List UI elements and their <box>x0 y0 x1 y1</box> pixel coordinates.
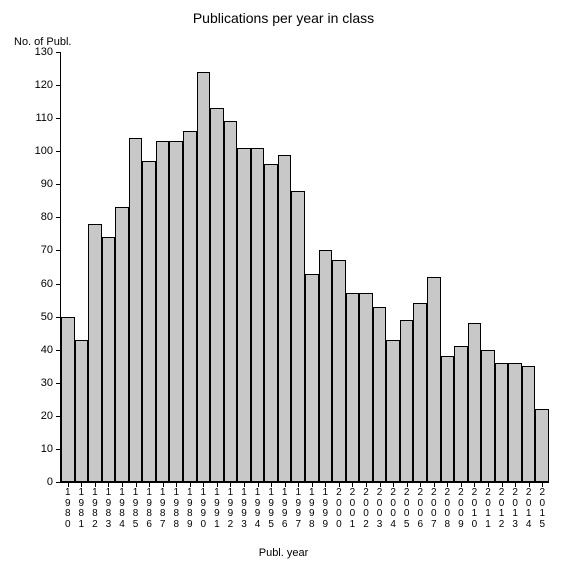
bar <box>183 131 197 482</box>
bar <box>386 340 400 482</box>
y-tick-label: 50 <box>41 311 53 323</box>
y-tick-label: 40 <box>41 344 53 356</box>
x-tick-label: 2 0 1 3 <box>510 488 520 530</box>
bar <box>224 121 238 482</box>
y-tick <box>56 52 61 53</box>
bar <box>441 356 455 482</box>
x-tick-label: 1 9 9 5 <box>266 488 276 530</box>
bar <box>346 293 360 482</box>
x-tick-label: 2 0 0 3 <box>375 488 385 530</box>
y-tick-label: 120 <box>35 79 53 91</box>
bar <box>291 191 305 482</box>
x-tick-label: 1 9 8 3 <box>103 488 113 530</box>
bar <box>359 293 373 482</box>
y-tick-label: 30 <box>41 377 53 389</box>
x-tick-label: 2 0 1 2 <box>497 488 507 530</box>
bar <box>251 148 265 482</box>
x-tick-label: 1 9 8 4 <box>117 488 127 530</box>
bar <box>400 320 414 482</box>
y-tick <box>56 118 61 119</box>
x-tick-label: 1 9 8 1 <box>76 488 86 530</box>
chart-container: Publications per year in class No. of Pu… <box>0 0 567 567</box>
x-tick-label: 1 9 9 8 <box>307 488 317 530</box>
bar <box>454 346 468 482</box>
y-tick <box>56 284 61 285</box>
x-tick-label: 2 0 1 4 <box>524 488 534 530</box>
y-tick <box>56 482 61 483</box>
bar <box>427 277 441 482</box>
x-tick-label: 2 0 0 0 <box>334 488 344 530</box>
bar <box>535 409 549 482</box>
y-tick <box>56 151 61 152</box>
bar <box>319 250 333 482</box>
x-tick-label: 1 9 8 6 <box>144 488 154 530</box>
x-tick-label: 2 0 0 1 <box>347 488 357 530</box>
x-tick-label: 1 9 9 0 <box>198 488 208 530</box>
x-tick-label: 2 0 0 7 <box>429 488 439 530</box>
bar <box>264 164 278 482</box>
x-tick-label: 1 9 8 5 <box>131 488 141 530</box>
x-tick-label: 1 9 8 7 <box>158 488 168 530</box>
bar <box>210 108 224 482</box>
y-tick-label: 70 <box>41 244 53 256</box>
x-tick-label: 1 9 8 8 <box>171 488 181 530</box>
y-tick <box>56 85 61 86</box>
x-tick-label: 1 9 9 7 <box>293 488 303 530</box>
bar <box>142 161 156 482</box>
y-tick-label: 60 <box>41 278 53 290</box>
bar <box>508 363 522 482</box>
x-tick-label: 1 9 9 1 <box>212 488 222 530</box>
x-tick-label: 2 0 1 5 <box>537 488 547 530</box>
y-tick-label: 130 <box>35 46 53 58</box>
bar <box>237 148 251 482</box>
x-tick-label: 1 9 9 9 <box>320 488 330 530</box>
bar <box>522 366 536 482</box>
bar <box>413 303 427 482</box>
x-tick-label: 1 9 9 6 <box>280 488 290 530</box>
plot-area: 01020304050607080901001101201301 9 8 01 … <box>60 52 549 483</box>
y-tick <box>56 184 61 185</box>
x-tick-label: 2 0 0 5 <box>402 488 412 530</box>
bar <box>197 72 211 482</box>
x-tick-label: 2 0 0 9 <box>456 488 466 530</box>
x-tick-label: 2 0 0 2 <box>361 488 371 530</box>
x-tick-label: 1 9 9 2 <box>225 488 235 530</box>
bar <box>156 141 170 482</box>
y-tick <box>56 217 61 218</box>
x-tick-label: 1 9 8 9 <box>185 488 195 530</box>
x-axis-title: Publ. year <box>0 547 567 559</box>
x-tick-label: 2 0 0 6 <box>415 488 425 530</box>
bar <box>88 224 102 482</box>
y-tick <box>56 250 61 251</box>
y-tick-label: 80 <box>41 211 53 223</box>
bar <box>102 237 116 482</box>
bar <box>115 207 129 482</box>
bar <box>481 350 495 482</box>
bar <box>373 307 387 482</box>
y-tick-label: 0 <box>47 476 53 488</box>
y-tick-label: 90 <box>41 178 53 190</box>
y-tick-label: 100 <box>35 145 53 157</box>
bar <box>495 363 509 482</box>
bar <box>129 138 143 482</box>
bar <box>169 141 183 482</box>
bar <box>468 323 482 482</box>
x-tick-label: 1 9 8 2 <box>90 488 100 530</box>
bar <box>61 317 75 482</box>
bar <box>305 274 319 482</box>
x-tick-label: 1 9 8 0 <box>63 488 73 530</box>
bar <box>332 260 346 482</box>
y-tick-label: 20 <box>41 410 53 422</box>
chart-title: Publications per year in class <box>0 10 567 26</box>
x-tick-label: 1 9 9 4 <box>253 488 263 530</box>
x-tick-label: 1 9 9 3 <box>239 488 249 530</box>
y-tick-label: 110 <box>35 112 53 124</box>
x-tick-label: 2 0 1 1 <box>483 488 493 530</box>
x-tick-label: 2 0 0 4 <box>388 488 398 530</box>
x-tick-label: 2 0 1 0 <box>469 488 479 530</box>
x-tick-label: 2 0 0 8 <box>442 488 452 530</box>
y-tick-label: 10 <box>41 443 53 455</box>
bar <box>75 340 89 482</box>
bar <box>278 155 292 482</box>
